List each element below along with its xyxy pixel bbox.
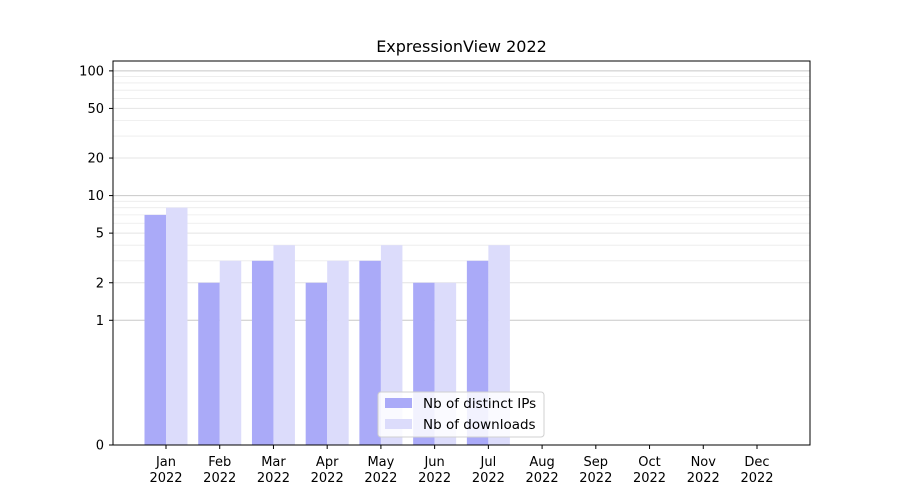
x-tick-label: Aug 2022 — [526, 455, 559, 486]
legend-box — [377, 391, 545, 438]
legend-label: Nb of downloads — [423, 417, 536, 433]
x-tick-label: Jun 2022 — [418, 455, 451, 486]
x-tick-label-line: 2022 — [311, 471, 344, 486]
bar — [166, 207, 188, 445]
plot-area — [112, 60, 811, 446]
y-tick-label: 50 — [87, 102, 104, 117]
x-tick-label-line: 2022 — [364, 471, 397, 486]
bar — [327, 260, 349, 445]
x-tick-label-line: 2022 — [633, 471, 666, 486]
x-tick-label: Feb 2022 — [203, 455, 236, 486]
y-tick-label: 2 — [96, 276, 104, 291]
bar — [219, 260, 242, 445]
x-tick-label-line: 2022 — [203, 471, 236, 486]
x-tick-label: Nov 2022 — [687, 455, 720, 486]
x-tick-label-line: 2022 — [526, 471, 559, 486]
x-tick-label-line: Mar — [261, 455, 286, 470]
y-axis: 0 1 2 5 10 20 50 100 — [79, 64, 113, 454]
x-tick-label: Sep 2022 — [579, 455, 612, 486]
x-tick-label-line: 2022 — [740, 471, 773, 486]
x-tick-label-line: Aug — [529, 455, 554, 470]
y-tick-label: 10 — [87, 189, 104, 204]
y-tick-label: 100 — [79, 64, 104, 79]
bar — [273, 245, 295, 445]
x-tick-label-line: 2022 — [579, 471, 612, 486]
legend-label: Nb of distinct IPs — [423, 396, 536, 412]
x-tick-label: May 2022 — [364, 455, 397, 486]
x-tick-label-line: 2022 — [472, 471, 505, 486]
x-tick-label: Oct 2022 — [633, 455, 666, 486]
x-tick-label-line: 2022 — [149, 471, 182, 486]
bar — [305, 282, 328, 445]
x-tick-label: Dec 2022 — [740, 455, 773, 486]
x-tick-label-line: 2022 — [418, 471, 451, 486]
x-tick-label-line: Jun — [423, 455, 444, 470]
x-tick-label: Jul 2022 — [472, 455, 505, 486]
x-tick-label-line: Apr — [316, 455, 339, 470]
legend-swatch — [385, 419, 412, 429]
x-tick-label-line: Feb — [208, 455, 231, 470]
x-tick-label-line: May — [367, 455, 394, 470]
bar — [198, 282, 220, 445]
y-tick-label: 5 — [96, 227, 104, 242]
x-tick-label-line: Sep — [584, 455, 609, 470]
y-tick-label: 1 — [96, 314, 104, 329]
bar — [251, 260, 274, 445]
legend: Nb of distinct IPs Nb of downloads — [377, 391, 545, 438]
x-tick-label-line: Jan — [155, 455, 176, 470]
y-tick-label: 20 — [87, 152, 104, 167]
x-tick-label-line: Jul — [480, 455, 497, 470]
bar — [144, 214, 166, 445]
x-tick-label-line: Oct — [638, 455, 660, 470]
x-tick-label-line: 2022 — [257, 471, 290, 486]
x-tick-label-line: 2022 — [687, 471, 720, 486]
x-tick-label: Mar 2022 — [257, 455, 290, 486]
y-tick-label: 0 — [96, 439, 104, 454]
x-tick-label-line: Nov — [691, 455, 717, 470]
x-tick-label: Jan 2022 — [149, 455, 182, 486]
x-tick-label-line: Dec — [744, 455, 769, 470]
x-tick-label: Apr 2022 — [311, 455, 344, 486]
grid — [113, 70, 810, 321]
legend-swatch — [385, 398, 412, 408]
bar — [359, 260, 381, 445]
chart-title: ExpressionView 2022 — [376, 37, 547, 56]
